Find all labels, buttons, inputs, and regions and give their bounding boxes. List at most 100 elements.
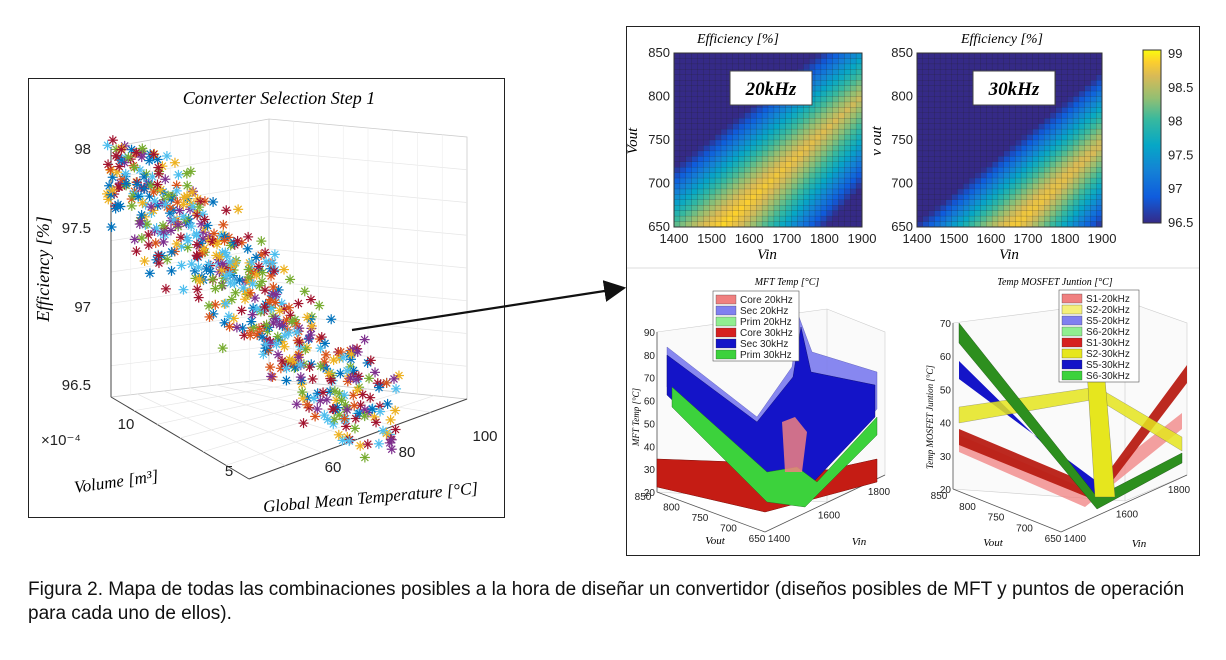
legend-swatch [1061, 337, 1083, 348]
heatmap-x-tick: 1900 [1088, 231, 1117, 246]
legend-label: Sec 30kHz [740, 339, 788, 350]
scatter-point [302, 399, 313, 410]
scatter-point [247, 309, 258, 320]
scatter-point [344, 436, 355, 447]
scatter-point [160, 283, 171, 294]
scatter-point [224, 321, 235, 332]
scatter-point [165, 225, 176, 236]
scatter-point [221, 271, 232, 282]
scatter-title: Converter Selection Step 1 [183, 88, 375, 108]
scatter-point [242, 243, 253, 254]
scatter-point [219, 317, 230, 328]
legend-label: S6-30kHz [1086, 371, 1130, 382]
scatter-point [365, 355, 376, 366]
scatter-point [359, 334, 370, 345]
scatter-point [273, 349, 284, 360]
scatter-point [297, 387, 308, 398]
scatter-point [224, 257, 235, 268]
scatter-point [314, 300, 325, 311]
scatter-point [251, 252, 262, 263]
scatter-point [166, 246, 177, 257]
scatter-point [310, 411, 321, 422]
scatter-point [231, 322, 242, 333]
scatter-point [268, 318, 279, 329]
scatter-point [352, 385, 363, 396]
scatter-point [212, 239, 223, 250]
scatter-point [178, 284, 189, 295]
scatter-point [297, 393, 308, 404]
scatter-point [270, 297, 281, 308]
scatter-point [126, 200, 137, 211]
scatter-x-tick: 80 [399, 444, 416, 461]
legend-swatch [715, 294, 737, 305]
scatter-point [163, 190, 174, 201]
heatmap-x-tick: 1500 [697, 231, 726, 246]
scatter-point [320, 349, 331, 360]
scatter-point [219, 235, 230, 246]
scatter-point [236, 305, 247, 316]
surface-z-tick: 90 [644, 328, 656, 339]
scatter-point [291, 399, 302, 410]
scatter-point [152, 179, 163, 190]
scatter-point [218, 219, 229, 230]
mosfet-temp-surface: Temp MOSFET Juntion [°C] S1-20kHzS2-20kH… [925, 277, 1191, 550]
surface-z-tick: 20 [644, 488, 656, 499]
legend-swatch [1061, 304, 1083, 315]
scatter-point [318, 387, 329, 398]
legend-swatch [715, 327, 737, 338]
heatmap-x-tick: 1900 [848, 231, 877, 246]
scatter-point [137, 143, 148, 154]
scatter-point [350, 413, 361, 424]
scatter-point [144, 268, 155, 279]
figure-caption: Figura 2. Mapa de todas las combinacione… [28, 579, 1185, 624]
scatter-point [295, 359, 306, 370]
scatter-point [338, 352, 349, 363]
scatter-point [182, 180, 193, 191]
scatter-point [359, 452, 370, 463]
surface-z-tick: 80 [644, 351, 656, 362]
mosfet-temp-legend: S1-20kHzS2-20kHzS5-20kHzS6-20kHzS1-30kHz… [1058, 289, 1140, 383]
scatter-point [269, 266, 280, 277]
legend-label: S1-30kHz [1086, 338, 1130, 349]
scatter-point [362, 439, 373, 450]
legend-swatch [1061, 326, 1083, 337]
scatter-point [261, 256, 272, 267]
legend-swatch [715, 338, 737, 349]
scatter-point [284, 302, 295, 313]
scatter-point [141, 219, 152, 230]
scatter-point [304, 333, 315, 344]
scatter-y-tick: 10 [118, 416, 135, 433]
scatter-point [208, 196, 219, 207]
mft-prim-30khz-surface [671, 386, 878, 508]
heatmap-x-tick: 1700 [1014, 231, 1043, 246]
scatter-point [293, 352, 304, 363]
efficiency-temperature-figure: Efficiency [%] 20kHz 1400 1500 1600 1700 180… [625, 26, 1200, 556]
scatter-3d-figure: Converter Selection Step 1 96.5 97 97.5 98 … [28, 78, 505, 518]
scatter-point [103, 159, 114, 170]
colorbar-tick: 97.5 [1168, 147, 1193, 162]
scatter-point [191, 228, 202, 239]
scatter-point [155, 184, 166, 195]
scatter-point [329, 386, 340, 397]
scatter-point [225, 278, 236, 289]
scatter-point [243, 231, 254, 242]
scatter-point [315, 361, 326, 372]
heatmap-30khz-title: Efficiency [%] [960, 32, 1043, 47]
scatter-point [171, 238, 182, 249]
heatmap-x-tick: 1600 [977, 231, 1006, 246]
scatter-z-tick: 97.5 [62, 220, 91, 237]
mft-temp-title: MFT Temp [°C] [754, 277, 820, 288]
scatter-point [266, 371, 277, 382]
scatter-point [129, 162, 140, 173]
surface-x-tick: 1400 [1064, 534, 1087, 545]
scatter-point [371, 417, 382, 428]
legend-label: S2-20kHz [1086, 305, 1130, 316]
heatmap-y-tick: 750 [891, 132, 913, 147]
mosfet-temp-x-label: Vout [983, 537, 1004, 549]
surface-x-tick: 1400 [768, 534, 791, 545]
heatmap-y-tick: 800 [891, 89, 913, 104]
surface-z-tick: 60 [940, 352, 952, 363]
scatter-point [336, 395, 347, 406]
scatter-point [146, 201, 157, 212]
